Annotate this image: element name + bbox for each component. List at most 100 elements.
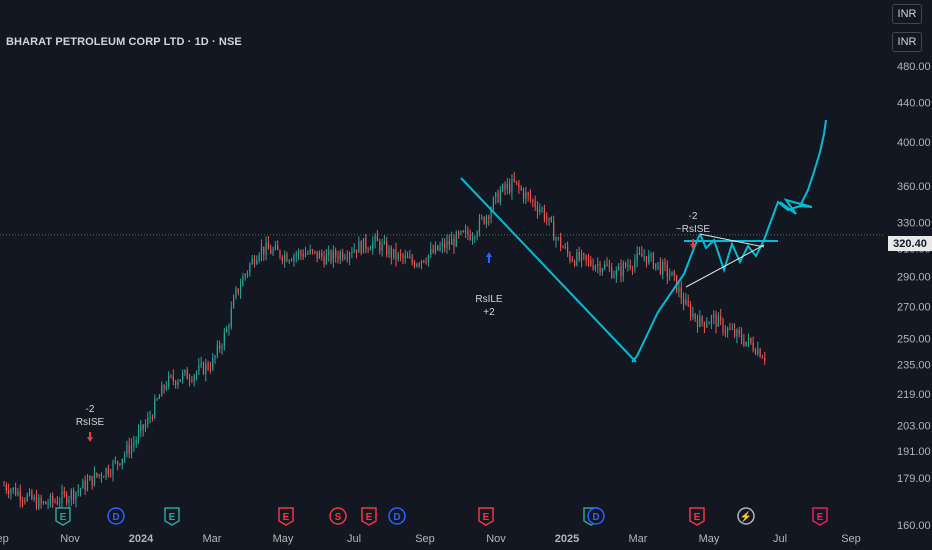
candle-body — [657, 262, 659, 264]
candle-body — [72, 490, 75, 500]
price-tick-label: 400.00 — [897, 137, 931, 149]
candle-body — [281, 257, 283, 261]
dividend-marker-icon[interactable]: D — [587, 507, 605, 525]
candle-body — [569, 253, 571, 261]
candle-body — [750, 337, 752, 343]
candle-body — [673, 271, 675, 276]
candle-body — [606, 264, 608, 266]
candle-body — [692, 313, 694, 317]
candle-body — [28, 491, 31, 495]
split-marker-icon[interactable]: S — [329, 507, 347, 525]
candle-body — [253, 258, 256, 265]
earnings-marker-icon[interactable]: E — [55, 507, 71, 526]
candle-body — [752, 342, 754, 351]
candle-body — [583, 253, 585, 255]
candle-body — [156, 398, 158, 400]
candle-body — [293, 255, 295, 261]
marker-letter: E — [483, 512, 490, 523]
candle-body — [5, 485, 7, 491]
candle-body — [562, 247, 564, 249]
price-tick-label: 290.00 — [897, 272, 931, 284]
candle-body — [613, 275, 615, 278]
earnings-red-marker-icon[interactable]: E — [478, 507, 494, 526]
event-markers[interactable]: EDEESEDEEDE⚡E — [55, 507, 828, 526]
candle-body — [376, 235, 379, 242]
candle-body — [645, 256, 648, 264]
currency-button-top[interactable]: INR — [892, 4, 922, 24]
marker-shape — [329, 507, 347, 525]
flash-marker-icon[interactable]: ⚡ — [737, 507, 755, 525]
candle-body — [207, 363, 209, 369]
dividend-marker-icon[interactable]: D — [107, 507, 125, 525]
time-tick-label: 2025 — [555, 533, 579, 545]
candle-body — [325, 254, 327, 265]
candle-body — [462, 231, 464, 233]
candle-body — [413, 262, 416, 267]
candle-body — [337, 256, 339, 260]
time-axis[interactable]: Sep Nov 2024 Mar May Jul Sep Nov 2025 Mar May Jul Se… — [0, 533, 861, 545]
candle-body — [200, 362, 202, 366]
currency-button-axis[interactable]: INR — [892, 32, 922, 52]
candle-body — [604, 264, 606, 269]
candle-body — [165, 386, 167, 389]
candle-body — [390, 247, 392, 258]
candle-body — [68, 498, 70, 504]
candle-body — [214, 355, 216, 359]
candle-body — [168, 375, 170, 387]
candle-body — [386, 241, 388, 256]
marker-letter: E — [283, 512, 290, 523]
earnings-red-marker-icon[interactable]: E — [361, 507, 377, 526]
dividend-marker-icon[interactable]: D — [388, 507, 406, 525]
time-tick-label: 2024 — [129, 533, 154, 545]
candle-body — [93, 472, 96, 486]
time-tick-label: May — [699, 533, 720, 545]
price-axis[interactable]: 160.00 179.00 191.00 203.00 219.00 235.00 250.… — [897, 61, 931, 532]
candle-body — [279, 250, 281, 258]
candle-body — [98, 474, 100, 476]
marker-shape — [361, 507, 377, 526]
candle-body — [525, 192, 527, 199]
candle-body — [3, 485, 5, 487]
trend-drawings[interactable] — [460, 119, 827, 363]
candle-body — [643, 256, 645, 258]
candle-body — [601, 268, 603, 272]
candle-body — [49, 495, 51, 505]
earnings-red-marker-icon[interactable]: E — [689, 507, 705, 526]
candle-body — [541, 208, 543, 210]
candle-body — [759, 348, 761, 358]
time-tick-label: Jul — [347, 533, 361, 545]
marker-letter: E — [694, 512, 701, 523]
candle-body — [432, 249, 434, 253]
candle-body — [291, 260, 293, 262]
candle-body — [117, 461, 119, 464]
candle-body — [277, 245, 279, 251]
candle-body — [140, 424, 142, 432]
price-tick-label: 330.00 — [897, 218, 931, 230]
earnings-pink-marker-icon[interactable]: E — [812, 507, 828, 526]
price-tick-label: 360.00 — [897, 181, 931, 193]
candle-body — [272, 249, 274, 254]
candle-body — [339, 252, 341, 260]
earnings-marker-icon[interactable]: E — [164, 507, 180, 526]
candle-body — [321, 252, 323, 257]
candle-body — [624, 263, 627, 267]
signal-label: RsILE — [475, 294, 503, 305]
candle-body — [175, 380, 177, 385]
candle-body — [397, 253, 399, 260]
candle-body — [230, 308, 232, 327]
candle-body — [536, 207, 539, 212]
marker-letter: E — [366, 512, 373, 523]
price-tick-label: 440.00 — [897, 97, 931, 109]
candle-body — [191, 380, 193, 382]
candle-body — [555, 238, 557, 241]
candle-body — [594, 265, 597, 270]
candle-body — [580, 253, 583, 260]
candle-body — [344, 257, 346, 259]
candle-body — [47, 504, 49, 506]
candle-body — [511, 178, 513, 193]
candle-body — [416, 264, 418, 267]
earnings-red-marker-icon[interactable]: E — [278, 507, 294, 526]
candle-body — [316, 251, 318, 259]
candle-body — [460, 231, 462, 234]
